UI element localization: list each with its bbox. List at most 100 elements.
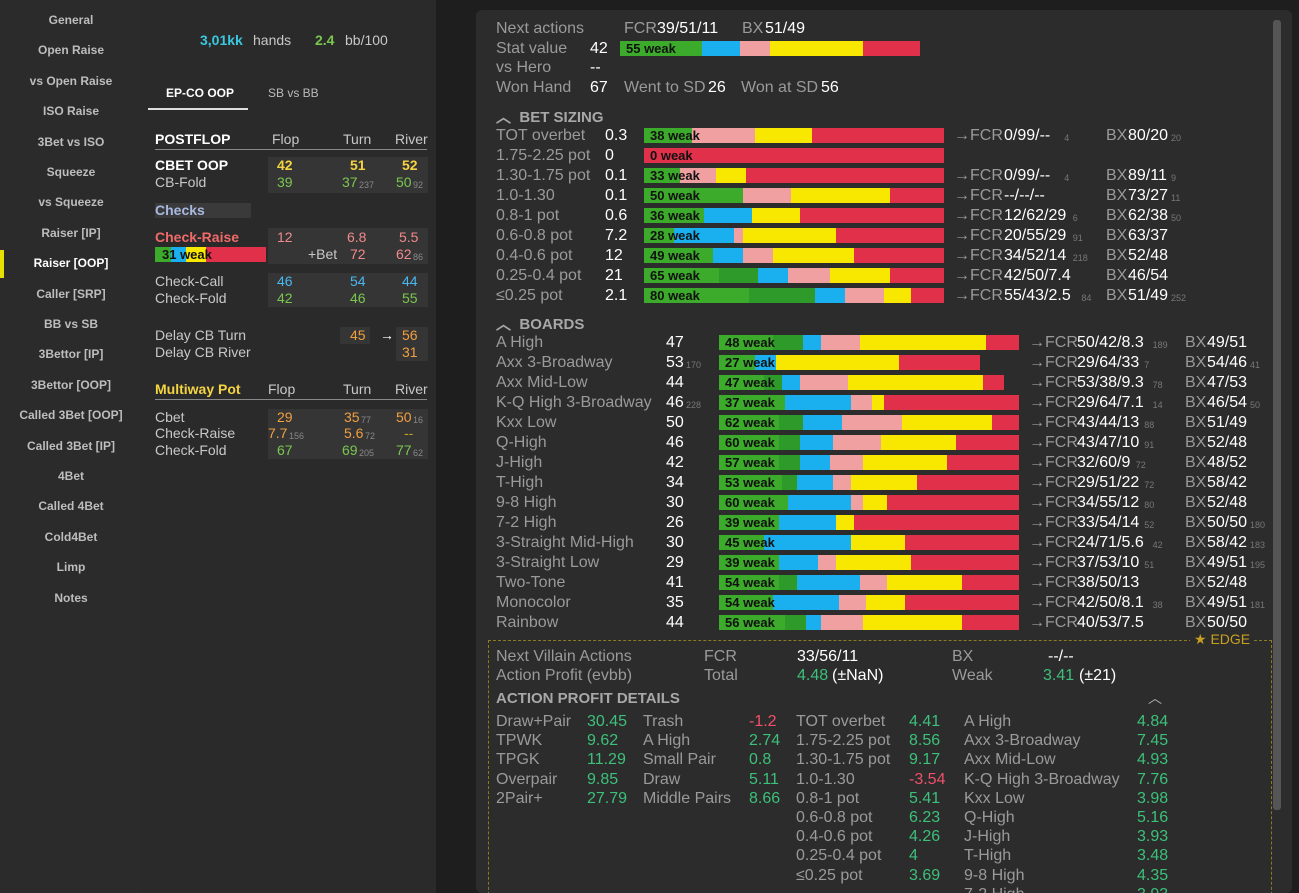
bar-segment (848, 375, 983, 390)
mw-cbet-river[interactable]: 50 (396, 409, 412, 425)
sidebar-item-called-3bet-ip[interactable]: Called 3Bet [IP] (26, 438, 116, 453)
sidebar-item-called-4bet[interactable]: Called 4Bet (38, 499, 104, 514)
arrow-icon: → (954, 207, 970, 224)
check-call-flop[interactable]: 46 (277, 273, 293, 289)
tab-ep-co-oop[interactable]: EP-CO OOP (148, 74, 248, 110)
sidebar-item-raiser-oop[interactable]: Raiser [OOP] (33, 256, 109, 271)
sidebar-item-3bettor-oop[interactable]: 3Bettor [OOP] (30, 377, 111, 392)
bet-label: +Bet (308, 246, 338, 262)
check-fold-flop[interactable]: 42 (277, 290, 293, 306)
bar-segment (779, 455, 800, 470)
sizing-weak-bar[interactable]: 36 weak (644, 208, 944, 223)
check-call-river[interactable]: 44 (402, 273, 418, 289)
sidebar-item-3bettor-ip[interactable]: 3Bettor [IP] (38, 347, 104, 362)
board-label: Axx 3-Broadway (496, 354, 613, 371)
board-weak-bar[interactable]: 54 weak (719, 575, 1019, 590)
cb-fold-flop[interactable]: 39 (277, 174, 293, 190)
board-weak-bar[interactable]: 39 weak (719, 555, 1019, 570)
cbet-flop[interactable]: 42 (277, 157, 293, 173)
delay-cb-river-value[interactable]: 31 (402, 344, 418, 360)
sidebar-item-caller-srp[interactable]: Caller [SRP] (36, 286, 106, 301)
delay-cb-turn-river[interactable]: 56 (402, 327, 418, 343)
bar-segment (692, 128, 755, 143)
sidebar-item-bb-vs-sb[interactable]: BB vs SB (43, 317, 99, 331)
mw-cbet-turn[interactable]: 35 (344, 409, 360, 425)
mw-check-fold-turn[interactable]: 69 (342, 442, 358, 458)
boards-toggle[interactable]: ︿ BOARDS (496, 316, 585, 333)
board-weak-bar[interactable]: 45 weak (719, 535, 1019, 550)
sizing-weak-bar[interactable]: 50 weak (644, 188, 944, 203)
sidebar-item-called-3bet-oop[interactable]: Called 3Bet [OOP] (19, 408, 123, 423)
sidebar-item-cold4bet[interactable]: Cold4Bet (44, 529, 98, 544)
mw-check-fold-flop[interactable]: 67 (277, 442, 293, 458)
profit-value: 7.76 (1137, 770, 1169, 788)
board-weak-bar[interactable]: 56 weak (719, 615, 1019, 630)
sidebar-item-4bet[interactable]: 4Bet (57, 469, 84, 483)
sizing-weak-bar[interactable]: 65 weak (644, 268, 944, 283)
bar-segments (719, 375, 1019, 390)
board-weak-bar[interactable]: 62 weak (719, 415, 1019, 430)
sidebar-item-open-raise[interactable]: Open Raise (37, 43, 105, 58)
mw-check-raise-river[interactable]: -- (404, 425, 414, 441)
sidebar-item-iso-raise[interactable]: ISO Raise (42, 104, 100, 119)
tab-sb-vs-bb[interactable]: SB vs BB (268, 86, 319, 100)
stat-weak-bar[interactable]: 55 weak (620, 41, 920, 56)
mw-check-fold-river[interactable]: 77 (396, 442, 412, 458)
sidebar-item-vs-open-raise[interactable]: vs Open Raise (29, 73, 113, 88)
check-raise-river[interactable]: 5.5 (399, 229, 419, 245)
sidebar-item-notes[interactable]: Notes (54, 590, 88, 605)
sizing-weak-bar[interactable]: 28 weak (644, 228, 944, 243)
bet-sizing-toggle[interactable]: ︿ BET SIZING (496, 109, 604, 126)
check-raise-turn[interactable]: 6.8 (347, 229, 367, 245)
bet-river[interactable]: 62 (396, 246, 412, 262)
sizing-weak-bar[interactable]: 49 weak (644, 248, 944, 263)
scrollbar[interactable] (1273, 20, 1281, 810)
board-weak-bar[interactable]: 27 weak (719, 355, 1019, 370)
river-header: River (395, 131, 428, 147)
board-weak-bar[interactable]: 60 weak (719, 435, 1019, 450)
board-weak-bar[interactable]: 37 weak (719, 395, 1019, 410)
board-weak-bar[interactable]: 48 weak (719, 335, 1019, 350)
sizing-weak-bar[interactable]: 0 weak (644, 148, 944, 163)
check-raise-flop[interactable]: 12 (277, 229, 293, 245)
bar-segment (779, 415, 803, 430)
sidebar-item-limp[interactable]: Limp (56, 560, 86, 575)
profit-value: 4 (909, 847, 918, 865)
sidebar-item-squeeze[interactable]: Squeeze (46, 165, 96, 179)
chevron-up-icon[interactable]: ︿ (1148, 690, 1162, 706)
mw-check-raise-flop[interactable]: 7.7 (268, 425, 288, 441)
bar-segment (779, 575, 797, 590)
sidebar-item-3bet-vs-iso[interactable]: 3Bet vs ISO (37, 134, 105, 149)
bar-segment (890, 268, 944, 283)
sidebar-item-general[interactable]: General (48, 13, 94, 27)
check-fold-river[interactable]: 55 (402, 290, 418, 306)
bar-segments (644, 148, 944, 163)
sidebar-item-raiser-ip[interactable]: Raiser [IP] (41, 225, 101, 240)
board-label: 3-Straight Low (496, 554, 600, 571)
sizing-weak-bar[interactable]: 80 weak (644, 288, 944, 303)
sidebar-item-vs-squeeze[interactable]: vs Squeeze (38, 195, 104, 210)
cbet-river[interactable]: 52 (402, 157, 418, 173)
board-weak-bar[interactable]: 57 weak (719, 455, 1019, 470)
check-raise-weak-bar[interactable] (155, 247, 266, 262)
check-call-turn[interactable]: 54 (350, 273, 366, 289)
board-bx: 52/48 (1207, 494, 1248, 511)
sizing-weak-bar[interactable]: 33 weak (644, 168, 944, 183)
check-fold-turn[interactable]: 46 (350, 290, 366, 306)
board-weak-bar[interactable]: 54 weak (719, 595, 1019, 610)
board-weak-bar[interactable]: 53 weak (719, 475, 1019, 490)
bar-segments (644, 228, 944, 243)
cb-fold-river[interactable]: 50 (396, 174, 412, 190)
board-weak-bar[interactable]: 39 weak (719, 515, 1019, 530)
delay-cb-turn-value[interactable]: 45 (350, 327, 366, 343)
cb-fold-turn[interactable]: 37 (342, 174, 358, 190)
mw-cbet-flop[interactable]: 29 (277, 409, 293, 425)
sizing-weak-bar[interactable]: 38 weak (644, 128, 944, 143)
mw-check-raise-turn[interactable]: 5.6 (344, 425, 364, 441)
cbet-turn[interactable]: 51 (350, 157, 366, 173)
profit-label: T-High (964, 847, 1012, 865)
bet-turn[interactable]: 72 (350, 246, 366, 262)
board-weak-bar[interactable]: 60 weak (719, 495, 1019, 510)
bb-label: bb/100 (345, 32, 388, 48)
board-weak-bar[interactable]: 47 weak (719, 375, 1019, 390)
